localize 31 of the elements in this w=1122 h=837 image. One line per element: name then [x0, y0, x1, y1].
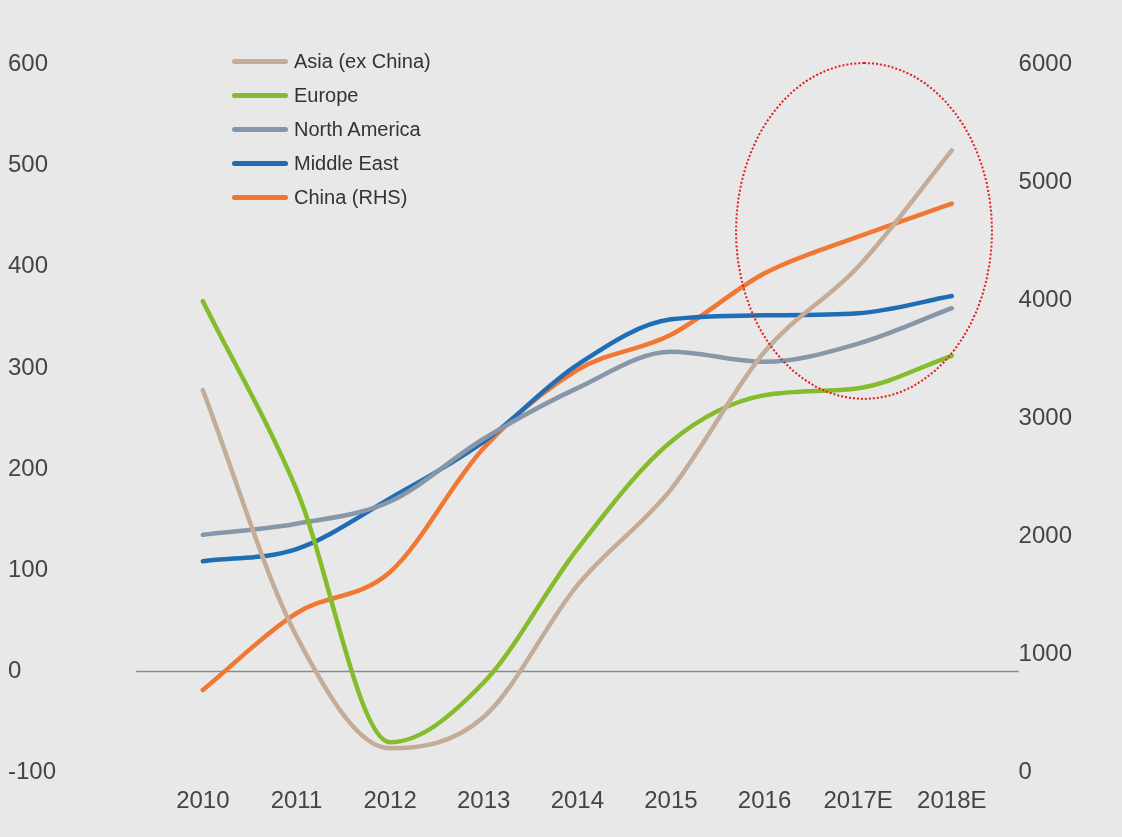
legend-label: North America	[294, 117, 421, 141]
y-tick-label: 400	[8, 251, 49, 279]
x-tick-label: 2013	[457, 785, 511, 813]
x-tick-label: 2016	[737, 785, 792, 813]
x-tick-label: 2015	[644, 785, 698, 813]
line-series	[200, 148, 955, 751]
y-tick-label: -100	[8, 757, 57, 785]
y2-tick-label: 1000	[1018, 639, 1072, 667]
y2-tick-label: 0	[1018, 757, 1032, 785]
y2-tick-label: 5000	[1018, 167, 1072, 195]
y-tick-label: 0	[8, 656, 22, 684]
y2-tick-label: 2000	[1018, 521, 1072, 549]
legend-label: China (RHS)	[294, 185, 408, 209]
y-tick-label: 100	[8, 554, 49, 582]
legend-label: Middle East	[294, 151, 399, 175]
y-tick-label: 200	[8, 453, 49, 481]
x-tick-label: 2018E	[917, 785, 987, 813]
y-tick-label: 500	[8, 150, 49, 178]
y-tick-label: 300	[8, 352, 49, 380]
y2-tick-label: 4000	[1018, 285, 1072, 313]
x-tick-label: 2011	[270, 785, 323, 813]
x-tick-label: 2012	[363, 785, 417, 813]
y-tick-label: 600	[8, 49, 49, 77]
y2-tick-label: 3000	[1018, 403, 1072, 431]
legend-label: Asia (ex China)	[294, 49, 431, 73]
y2-tick-label: 6000	[1018, 49, 1072, 77]
line-series	[200, 298, 955, 745]
x-tick-label: 2014	[550, 785, 605, 813]
x-tick-label: 2017E	[823, 785, 893, 813]
legend-label: Europe	[294, 83, 359, 107]
x-tick-label: 2010	[176, 785, 230, 813]
